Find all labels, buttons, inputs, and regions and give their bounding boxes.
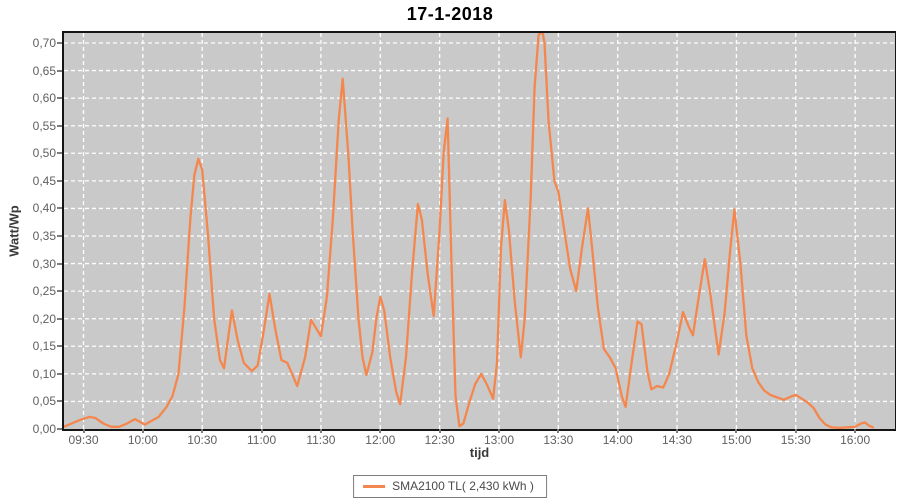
y-tick-mark [57, 290, 62, 293]
x-tick-label: 14:00 [602, 433, 633, 447]
x-tick-mark [497, 429, 500, 433]
y-tick-mark [57, 428, 62, 430]
y-tick-label: 0,65 [32, 63, 56, 78]
x-tick-label: 12:30 [424, 433, 455, 447]
x-tick-mark [319, 429, 322, 433]
series-line [64, 33, 875, 429]
y-tick-mark [57, 179, 62, 182]
y-tick-mark [57, 235, 62, 237]
x-tick-mark [82, 429, 85, 433]
x-tick-label: 11:30 [306, 433, 336, 447]
y-tick-mark [57, 400, 62, 403]
x-axis-title: tijd [469, 445, 490, 460]
legend-line-swatch [363, 484, 386, 488]
chart-title: 17-1-2018 [406, 4, 494, 24]
y-tick-mark [57, 317, 62, 320]
x-tick-label: 15:30 [780, 433, 811, 447]
y-tick-label: 0,45 [32, 173, 56, 188]
x-tick-label: 14:30 [662, 433, 693, 447]
x-tick-mark [794, 429, 797, 433]
legend: SMA2100 TL( 2,430 kWh ) [353, 475, 547, 498]
x-tick-label: 09:30 [68, 433, 99, 447]
y-tick-label: 0,60 [32, 91, 56, 106]
y-tick-label: 0,15 [32, 339, 56, 354]
y-tick-label: 0,55 [32, 118, 56, 133]
x-tick-label: 11:00 [246, 433, 277, 447]
x-tick-label: 16:00 [840, 433, 871, 447]
legend-label: SMA2100 TL( 2,430 kWh ) [392, 479, 534, 493]
y-tick-label: 0,05 [32, 394, 56, 409]
y-tick-label: 0,20 [32, 311, 56, 326]
y-tick-mark [57, 42, 62, 44]
y-tick-mark [57, 152, 62, 155]
x-tick-mark [557, 429, 560, 433]
y-tick-label: 0,10 [32, 366, 56, 381]
x-tick-mark [260, 429, 263, 433]
y-tick-label: 0,40 [32, 201, 56, 216]
series-plot-svg [64, 33, 895, 429]
x-tick-mark [854, 429, 857, 433]
y-tick-mark [57, 69, 62, 72]
x-tick-label: 12:00 [365, 433, 396, 447]
x-tick-mark [438, 429, 441, 433]
y-tick-mark [57, 372, 62, 375]
x-tick-label: 15:00 [721, 433, 752, 447]
y-tick-mark [57, 345, 62, 348]
y-tick-label: 0,70 [32, 36, 56, 50]
y-tick-label: 0,25 [32, 284, 56, 299]
x-tick-mark [616, 429, 619, 433]
x-tick-mark [735, 429, 738, 433]
x-tick-label: 13:30 [543, 433, 574, 447]
x-tick-label: 13:00 [483, 433, 514, 447]
y-tick-label: 0,50 [32, 146, 56, 161]
y-tick-mark [57, 124, 62, 127]
x-tick-mark [676, 429, 679, 433]
plot-area [64, 33, 895, 429]
y-tick-label: 0,00 [32, 422, 56, 436]
y-tick-label: 0,30 [32, 256, 56, 271]
y-tick-mark [57, 207, 62, 210]
x-tick-mark [201, 429, 204, 433]
x-tick-label: 10:30 [187, 433, 218, 447]
y-tick-label: 0,35 [32, 229, 56, 243]
x-tick-mark [141, 429, 144, 433]
y-tick-mark [57, 262, 62, 265]
y-tick-mark [57, 97, 62, 100]
x-tick-mark [379, 429, 382, 433]
x-tick-label: 10:00 [127, 433, 158, 447]
